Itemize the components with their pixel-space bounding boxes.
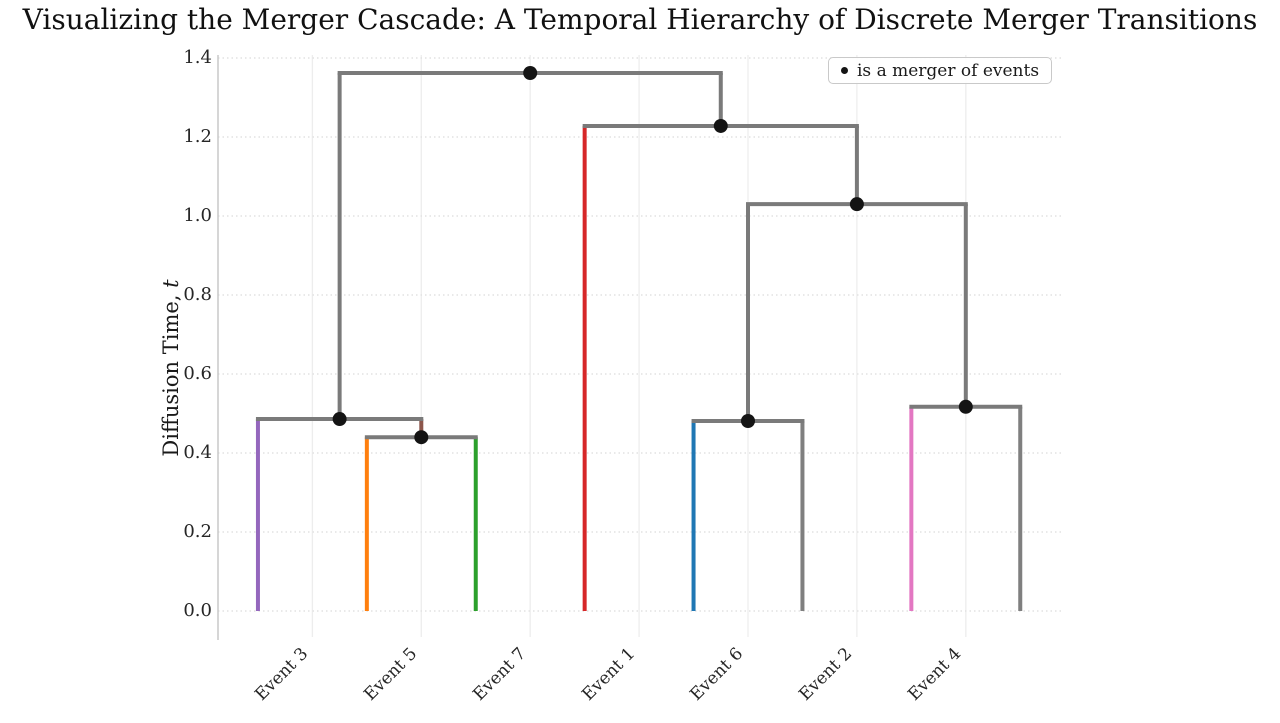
legend-label: is a merger of events (857, 60, 1040, 81)
y-tick-label: 0.0 (183, 600, 212, 621)
y-tick-label: 1.2 (183, 126, 212, 147)
merger-dot (849, 197, 864, 212)
legend: is a merger of events (828, 57, 1053, 84)
merger-dot (741, 414, 755, 429)
y-tick-label: 0.2 (183, 521, 212, 542)
y-tick-label: 0.8 (183, 284, 212, 305)
chart-title: Visualizing the Merger Cascade: A Tempor… (22, 3, 1258, 36)
merger-dot (332, 412, 347, 427)
y-tick-label: 1.0 (183, 205, 212, 226)
y-tick-label: 0.4 (183, 442, 212, 463)
y-axis-label-text: Diffusion Time, (159, 287, 183, 457)
merger-dot (523, 66, 538, 81)
merger-dot-icon (841, 67, 848, 74)
y-tick-label: 0.6 (183, 363, 212, 384)
merger-dot (414, 430, 429, 445)
merger-dot (958, 399, 973, 414)
y-axis-label-variable: t (159, 279, 183, 288)
y-axis-label: Diffusion Time, t (159, 279, 183, 456)
y-tick-label: 1.4 (183, 47, 212, 68)
merger-dot (713, 118, 728, 133)
